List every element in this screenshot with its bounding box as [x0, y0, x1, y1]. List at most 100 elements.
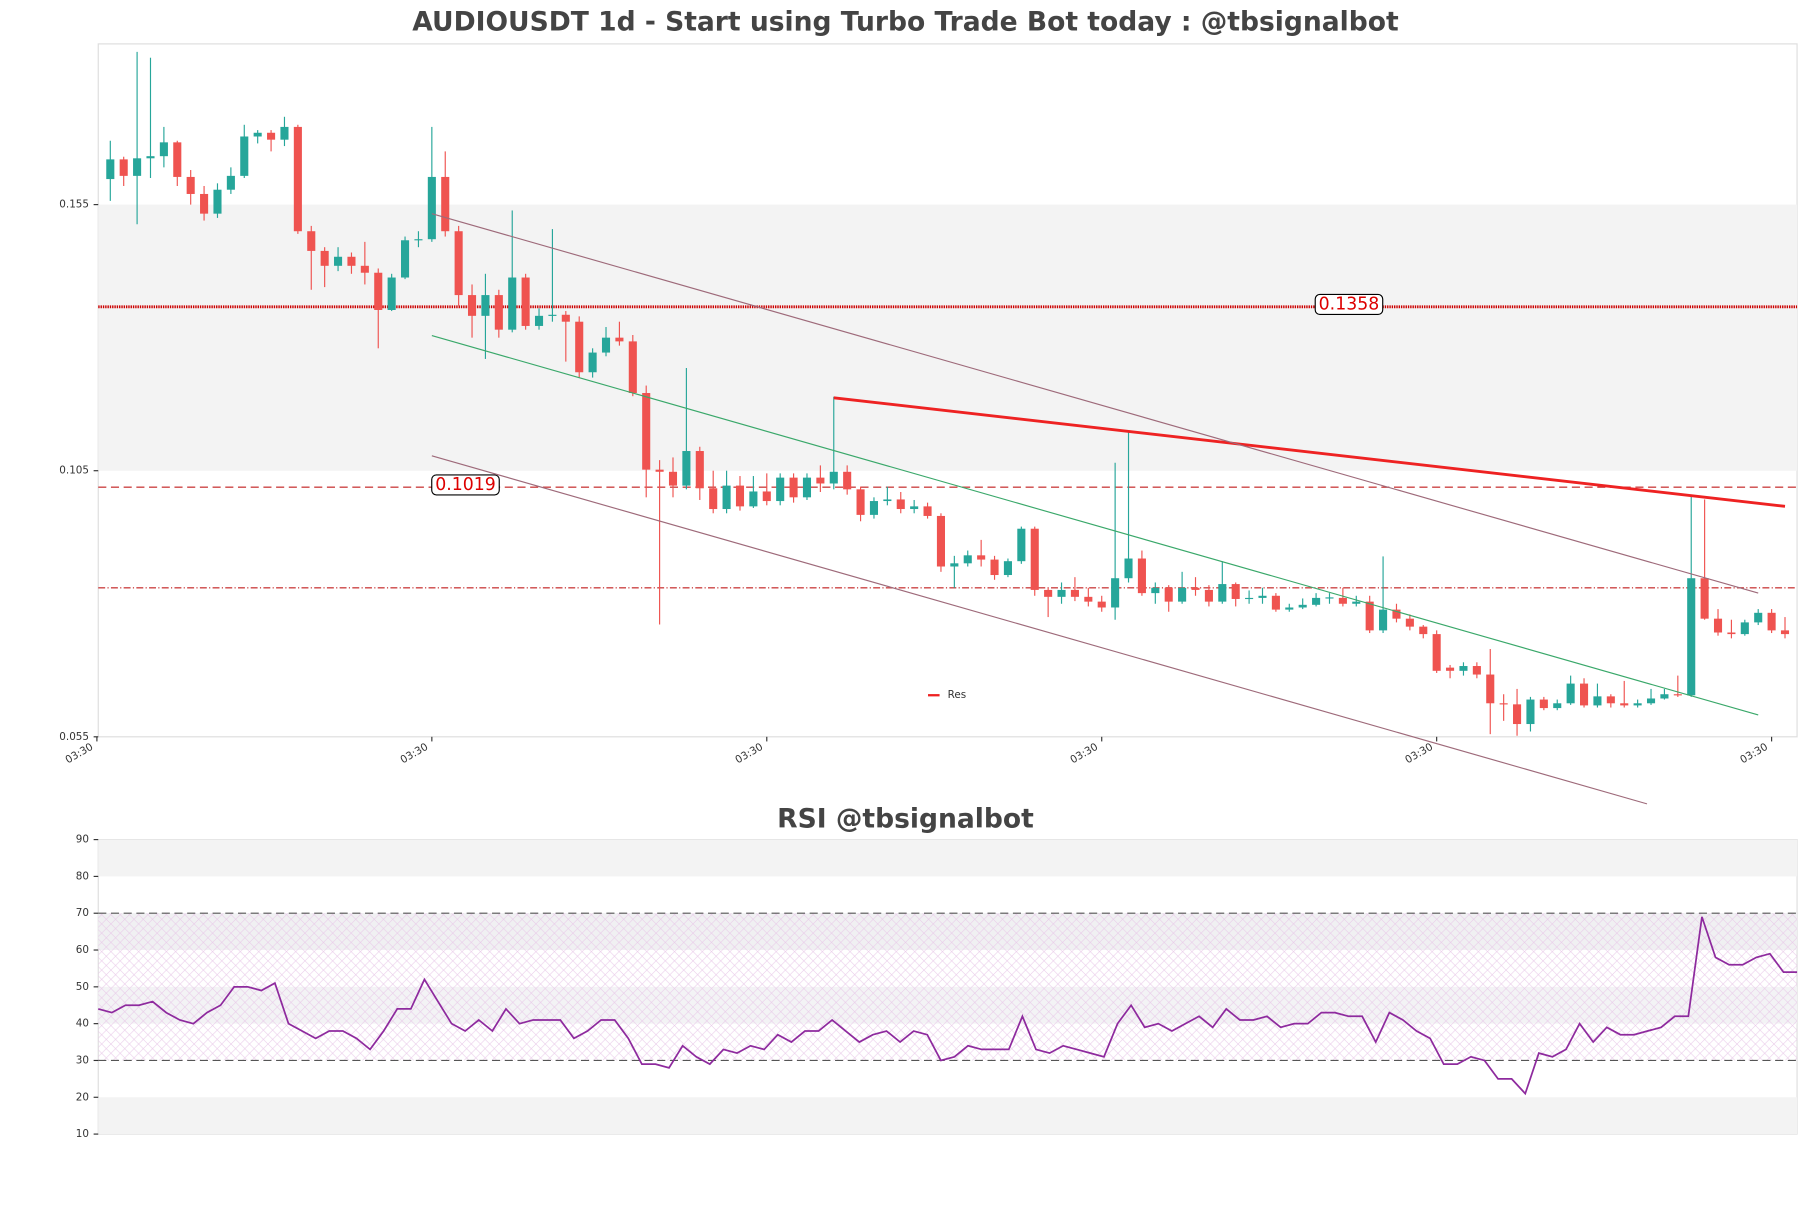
candle-body [1097, 601, 1106, 608]
candle-body [1673, 694, 1682, 696]
candle-body [735, 485, 745, 507]
y-tick-label: 0.105 [59, 465, 89, 477]
candle-body [1459, 666, 1468, 671]
y-tick-label: 80 [76, 870, 89, 882]
candle-body [1245, 597, 1254, 600]
candle-body [1218, 584, 1227, 602]
candle-body [387, 277, 396, 310]
candle-body [146, 156, 155, 159]
candle-body [1486, 674, 1495, 704]
candle-body [1178, 587, 1187, 602]
hatch-band [98, 913, 1798, 1061]
candle-body [655, 469, 664, 472]
candle-body [1754, 612, 1763, 623]
candle-body [883, 499, 892, 502]
candle-body [1057, 589, 1066, 597]
candle-body [601, 337, 611, 353]
candle-body [454, 231, 463, 296]
x-tick-label: 03:30 [733, 741, 765, 766]
candle-body [722, 485, 731, 510]
candle-body [1352, 601, 1361, 604]
candle-body [267, 132, 276, 140]
candle-body [1191, 587, 1200, 590]
candle-body [427, 176, 436, 240]
candle-body [334, 256, 343, 266]
candle-body [615, 337, 624, 342]
candle-body [213, 189, 222, 214]
candle-body [534, 315, 544, 326]
candle-body [1432, 634, 1441, 671]
candle-body [1660, 694, 1669, 699]
candle-body [668, 471, 678, 486]
candle-body [1713, 618, 1723, 633]
candle-body [869, 501, 879, 515]
candle-body [1579, 683, 1589, 706]
candle-body [1727, 632, 1736, 635]
candle-body [963, 555, 972, 564]
x-tick-label: 03:30 [1403, 741, 1435, 766]
x-tick-label: 03:30 [398, 741, 430, 766]
candle-body [240, 136, 249, 176]
candle-body [1687, 578, 1696, 696]
candle-body [1151, 587, 1160, 594]
candle-body [843, 471, 852, 490]
chart-title: AUDIOUSDT 1d - Start using Turbo Trade B… [412, 7, 1399, 38]
candle-body [1044, 589, 1053, 597]
candle-body [173, 142, 182, 177]
candle-body [1137, 558, 1146, 594]
candle-body [1003, 561, 1012, 576]
candle-body [588, 352, 597, 373]
candle-body [347, 256, 356, 266]
candle-body [441, 176, 450, 232]
candle-body [307, 231, 316, 251]
y-tick-label: 60 [76, 944, 89, 956]
x-tick-label: 03:30 [1738, 741, 1770, 766]
candle-body [1231, 584, 1240, 599]
candle-body [1124, 558, 1133, 579]
rsi-line [98, 916, 1798, 1096]
candle-body [1258, 595, 1267, 598]
candle-body [1030, 528, 1039, 590]
candle-body [990, 559, 999, 576]
candle-body [360, 265, 369, 273]
candle-body [695, 451, 704, 489]
candle-body [1365, 601, 1374, 631]
candle-body [1164, 587, 1173, 602]
y-tick-label: 0.155 [59, 199, 89, 211]
trend-line [431, 213, 1759, 594]
candle-body [1539, 699, 1548, 709]
candle-body [1780, 630, 1790, 635]
candle-body [1700, 578, 1709, 619]
candle-body [936, 515, 945, 567]
candle-body [1526, 699, 1535, 725]
candle-body [106, 159, 115, 180]
candle-body [521, 277, 530, 326]
candle-body [280, 126, 289, 140]
candle-body [1566, 683, 1575, 704]
candle-body [1285, 607, 1294, 610]
candle-body [1513, 704, 1522, 725]
level-label-box [1314, 293, 1384, 316]
candle-body [802, 477, 812, 498]
candle-body [200, 193, 209, 214]
candle-body [1646, 698, 1656, 704]
candle-body [896, 499, 905, 510]
candle-body [1633, 703, 1642, 706]
candle-body [1419, 626, 1428, 635]
y-tick-label: 0.055 [59, 731, 89, 743]
candle-body [414, 239, 423, 241]
candle-body [856, 489, 865, 515]
candle-body [628, 341, 637, 394]
candle-body [320, 250, 329, 266]
candle-body [1084, 596, 1093, 602]
candle-body [1338, 597, 1347, 604]
candle-body [1017, 528, 1026, 562]
level-label: 0.1358 [1314, 293, 1384, 316]
candle-body [1325, 597, 1334, 599]
candle-body [682, 451, 691, 486]
y-tick-label: 30 [76, 1054, 89, 1066]
candle-body [253, 132, 262, 137]
zone-band [98, 204, 1798, 471]
candle-body [575, 321, 584, 373]
